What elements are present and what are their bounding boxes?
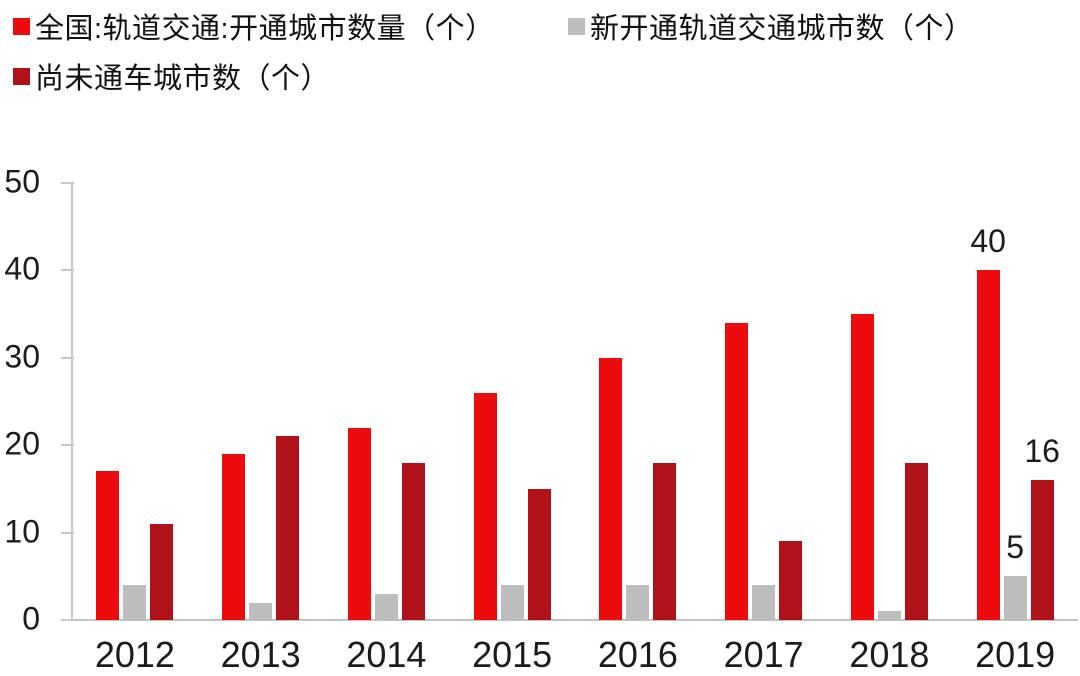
bar: 5	[1003, 529, 1027, 620]
bar	[249, 602, 273, 620]
x-tick-label: 2013	[220, 634, 301, 675]
bar-value-label: 40	[970, 223, 1006, 260]
bar-group-2014: 2014	[324, 183, 450, 675]
bar	[123, 585, 147, 620]
legend-swatch-red-icon	[13, 17, 30, 35]
y-tick-mark	[61, 444, 74, 447]
y-tick-mark	[61, 182, 74, 184]
y-tick-label: 40	[4, 250, 40, 287]
bar	[473, 392, 497, 620]
y-tick-label: 0	[22, 600, 40, 637]
x-tick-label: 2012	[94, 634, 175, 675]
y-tick-label: 50	[4, 163, 40, 200]
bar-group-2015: 2015	[449, 183, 575, 675]
x-tick-label: 2019	[975, 634, 1056, 675]
legend-swatch-gray-icon	[568, 17, 585, 35]
bar: 16	[1024, 433, 1060, 620]
bar	[752, 585, 776, 620]
legend-label-newly-opened-cities: 新开通轨道交通城市数（个）	[590, 13, 974, 45]
bar-group-2019: 40 5 16 2019	[952, 183, 1078, 675]
bar	[374, 593, 398, 620]
bar: 40	[970, 223, 1006, 620]
y-tick-mark	[61, 269, 74, 272]
bar-group-2012: 2012	[72, 183, 198, 675]
bar	[527, 488, 551, 620]
y-axis-line	[71, 182, 73, 620]
bar	[599, 357, 623, 620]
y-tick-mark	[61, 531, 74, 534]
bar-group-2013: 2013	[198, 183, 324, 675]
bar	[150, 523, 174, 620]
bar-value-label: 5	[1006, 529, 1025, 566]
bar-group-2017: 2017	[701, 183, 827, 675]
bar	[347, 427, 371, 620]
bar	[653, 462, 677, 620]
bar	[222, 453, 246, 620]
legend-swatch-darkred-icon	[13, 67, 30, 85]
bar-groups: 2012 2013 2014 2015 2016 2017 2018 40 5 16 2019	[72, 183, 1078, 675]
bar	[500, 585, 524, 620]
bar-group-2018: 2018	[827, 183, 953, 675]
bar	[401, 462, 425, 620]
y-tick-mark	[61, 619, 74, 621]
bar	[877, 611, 901, 620]
legend-label-opened-cities: 全国:轨道交通:开通城市数量（个）	[35, 13, 495, 45]
legend-item-newly-opened-cities: 新开通轨道交通城市数（个）	[568, 5, 974, 47]
bar-group-2016: 2016	[575, 183, 701, 675]
y-tick-mark	[61, 356, 74, 359]
legend-label-not-yet-opened-cities: 尚未通车城市数（个）	[35, 63, 331, 95]
bar	[779, 541, 803, 620]
bar	[626, 585, 650, 620]
bar-value-label: 16	[1024, 433, 1060, 470]
bar	[276, 436, 300, 620]
bar	[904, 462, 928, 620]
y-tick-label: 10	[4, 512, 40, 549]
x-tick-label: 2018	[849, 634, 930, 675]
bar	[96, 471, 120, 620]
x-tick-label: 2016	[597, 634, 678, 675]
legend-item-not-yet-opened-cities: 尚未通车城市数（个）	[13, 55, 330, 97]
bar	[850, 314, 874, 620]
legend-item-opened-cities: 全国:轨道交通:开通城市数量（个）	[13, 5, 495, 47]
bar	[725, 322, 749, 620]
x-tick-label: 2015	[472, 634, 553, 675]
y-tick-label: 30	[4, 338, 40, 375]
x-tick-label: 2014	[346, 634, 427, 675]
x-axis-line	[62, 619, 1078, 621]
x-tick-label: 2017	[723, 634, 804, 675]
y-tick-label: 20	[4, 425, 40, 462]
